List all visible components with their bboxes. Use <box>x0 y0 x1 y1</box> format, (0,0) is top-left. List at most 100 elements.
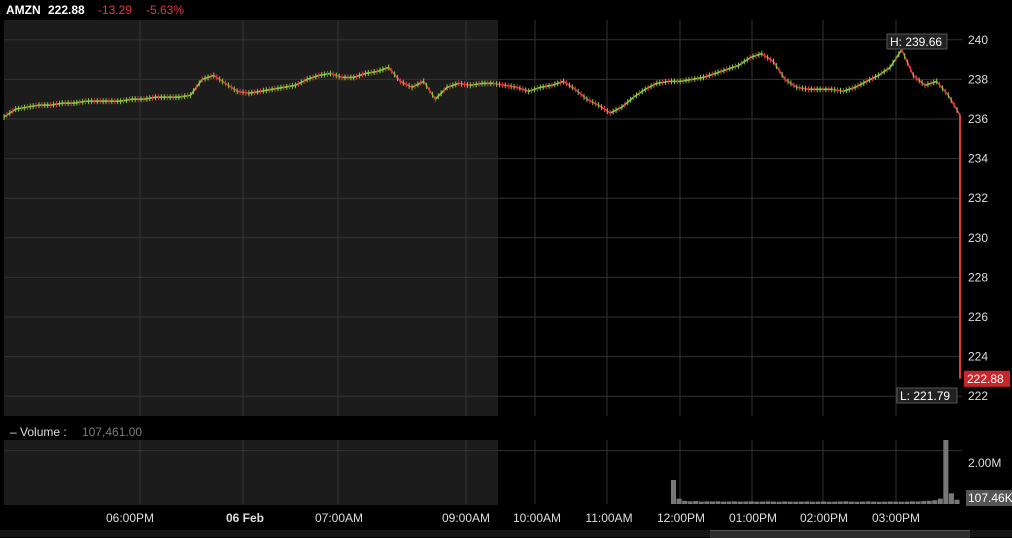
volume-value: 107,461.00 <box>82 425 143 439</box>
volume-grid <box>4 440 962 504</box>
range-scrollbar-thumb[interactable] <box>710 530 970 538</box>
volume-bar <box>826 501 832 504</box>
volume-bar <box>843 501 849 504</box>
volume-bar <box>698 501 704 504</box>
time-tick: 10:00AM <box>513 511 561 525</box>
time-tick: 11:00AM <box>585 511 632 525</box>
volume-bar <box>837 501 843 504</box>
volume-bar <box>670 480 677 504</box>
high-label: H: 239.66 <box>886 33 948 50</box>
last-price-tag: 222.88 <box>964 370 1010 387</box>
volume-bar <box>809 501 815 504</box>
volume-axis: 2.00M <box>968 456 1001 470</box>
volume-bar <box>804 501 810 504</box>
volume-bar <box>832 501 838 504</box>
last-volume-text: 107.46K <box>968 491 1012 505</box>
volume-label[interactable]: – Volume : <box>10 425 67 439</box>
volume-bar <box>954 499 960 504</box>
volume-bar <box>743 501 749 504</box>
volume-bar <box>887 501 893 504</box>
price-grid <box>4 20 962 416</box>
time-tick: 06:00PM <box>106 511 154 525</box>
time-tick: 07:00AM <box>315 511 363 525</box>
volume-bar <box>859 501 866 504</box>
volume-bar <box>693 501 699 504</box>
volume-bar <box>865 501 871 504</box>
volume-bar <box>904 501 910 504</box>
volume-bar <box>798 501 804 504</box>
volume-chart[interactable]: 2.00M 107.46K <box>0 440 1012 506</box>
volume-bar <box>937 498 943 504</box>
time-tick: 01:00PM <box>729 511 777 525</box>
price-tick: 236 <box>968 112 988 126</box>
last-price-text: 222.88 <box>967 372 1004 386</box>
price-change-percent: -5.63% <box>146 3 185 17</box>
range-scrollbar[interactable] <box>0 530 1012 537</box>
price-tick: 222 <box>968 389 988 403</box>
volume-bar <box>687 501 693 504</box>
price-tick: 234 <box>968 152 988 166</box>
volume-bar <box>815 501 821 504</box>
time-tick: 06 Feb <box>226 511 264 525</box>
volume-bar <box>921 501 927 504</box>
time-axis: 06:00PM 06 Feb 07:00AM 09:00AM 10:00AM 11:00A… <box>106 511 920 525</box>
volume-bar <box>854 501 860 504</box>
volume-bar <box>771 501 777 504</box>
volume-bar <box>754 501 760 504</box>
volume-bar <box>765 501 771 504</box>
low-label: L: 221.79 <box>896 387 958 404</box>
volume-bar <box>871 501 877 504</box>
price-tick: 224 <box>968 350 988 364</box>
volume-bar <box>793 501 799 504</box>
price-tick: 232 <box>968 191 988 205</box>
volume-bar <box>926 500 932 504</box>
volume-premarket-shading <box>4 440 498 505</box>
volume-bar <box>909 501 916 504</box>
time-tick: 09:00AM <box>442 511 490 525</box>
price-tick: 226 <box>968 310 988 324</box>
volume-bar <box>876 501 882 504</box>
volume-bar <box>732 501 738 504</box>
volume-bar <box>737 501 743 504</box>
volume-bar <box>848 501 854 504</box>
volume-bar <box>893 501 899 504</box>
volume-bar <box>748 501 754 504</box>
last-volume-tag: 107.46K <box>966 490 1012 506</box>
price-axis: 240 238 236 234 232 230 228 226 224 222 <box>968 33 988 403</box>
volume-bar <box>715 501 721 504</box>
price-tick: 240 <box>968 33 988 47</box>
last-price: 222.88 <box>48 3 85 17</box>
price-tick: 230 <box>968 231 988 245</box>
volume-bar <box>948 493 954 504</box>
volume-bar <box>821 501 827 504</box>
price-change: -13.29 <box>98 3 133 17</box>
volume-bar <box>782 501 788 504</box>
volume-bars <box>670 440 960 504</box>
volume-bar <box>776 501 782 504</box>
quote-header: AMZN 222.88 -13.29 -5.63% <box>0 0 1012 20</box>
price-tick: 238 <box>968 72 988 86</box>
volume-bar <box>676 498 682 504</box>
volume-label-text: Volume <box>20 425 61 439</box>
volume-bar <box>943 440 949 504</box>
volume-bar <box>704 501 710 504</box>
volume-bar <box>759 501 765 504</box>
price-tick: 228 <box>968 270 988 284</box>
volume-bar <box>726 501 732 504</box>
volume-bar <box>882 501 888 504</box>
time-tick: 02:00PM <box>800 511 848 525</box>
high-label-text: H: 239.66 <box>890 35 942 49</box>
time-tick: 03:00PM <box>872 511 920 525</box>
volume-bar <box>682 500 688 504</box>
volume-header: – Volume : 107,461.00 <box>4 424 1012 440</box>
volume-bar <box>721 501 727 504</box>
time-tick: 12:00PM <box>657 511 705 525</box>
volume-bar <box>787 501 793 504</box>
volume-bar <box>898 501 904 504</box>
volume-tick: 2.00M <box>968 456 1001 470</box>
price-series <box>3 46 961 121</box>
price-chart[interactable]: 240 238 236 234 232 230 228 226 224 222 H: 239.66… <box>0 0 1012 424</box>
volume-bar <box>709 501 715 504</box>
ticker-symbol[interactable]: AMZN <box>6 3 41 17</box>
volume-bar <box>932 500 938 504</box>
